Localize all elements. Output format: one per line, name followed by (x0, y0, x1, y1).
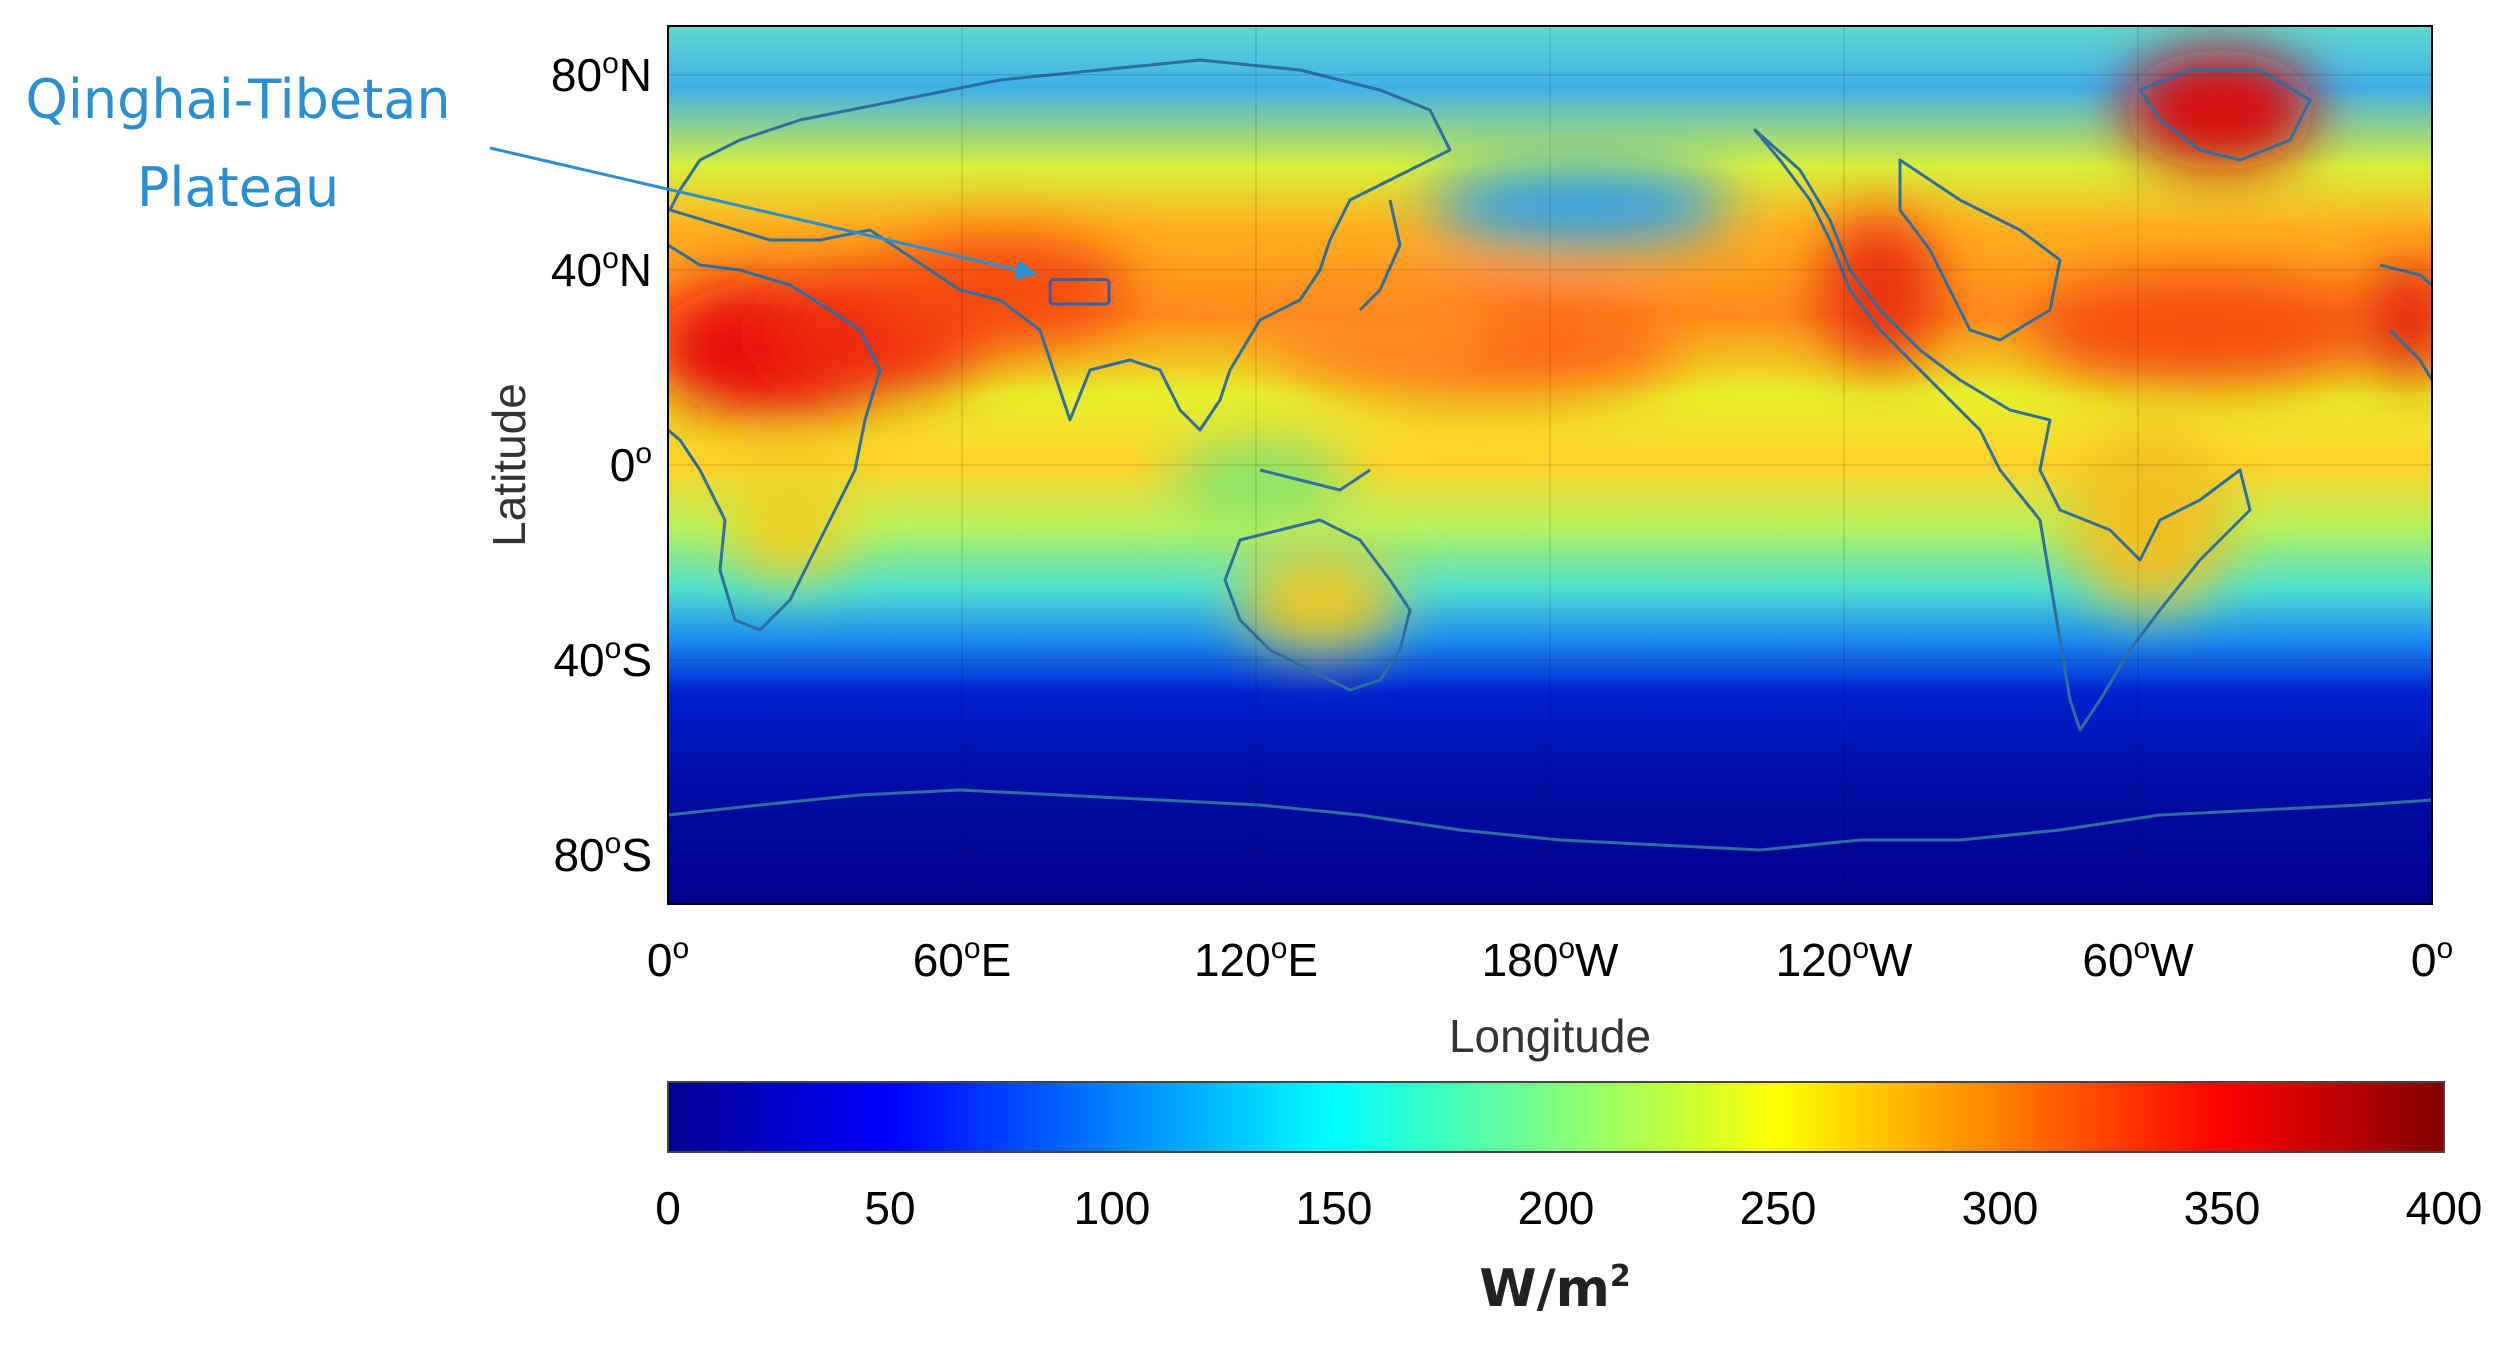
longitude-tick-label: 60oW (2082, 932, 2194, 986)
colorbar-unit: W/m2 (1479, 1259, 1630, 1319)
longitude-tick-label: 0o (647, 932, 689, 986)
latitude-tick-label: 0o (610, 437, 652, 491)
colorbar-tick-label: 0 (655, 1182, 681, 1234)
map-frame (667, 25, 2433, 905)
longitude-tick-label: 120oE (1194, 932, 1318, 986)
longitude-tick-label: 120oW (1776, 932, 1913, 986)
latitude-tick-label: 40oS (553, 632, 652, 686)
colorbar-tick-label: 200 (1518, 1182, 1595, 1234)
annotation-line2: Plateau (137, 156, 339, 219)
colorbar-tick-label: 350 (2184, 1182, 2261, 1234)
longitude-tick-label: 180oW (1482, 932, 1619, 986)
latitude-tick-label: 80oN (551, 47, 652, 101)
colorbar-tick-label: 250 (1740, 1182, 1817, 1234)
colorbar-ticks: 0 50 100 150 200 250 300 350 400 (655, 1182, 2482, 1234)
gridlines (668, 26, 2432, 904)
annotation-arrow (489, 146, 1038, 280)
y-axis-label: Latitude (483, 383, 535, 547)
colorbar-tick-label: 150 (1296, 1182, 1373, 1234)
colorbar-tick-label: 300 (1962, 1182, 2039, 1234)
x-axis-label: Longitude (1449, 1010, 1651, 1062)
heatmap-field (668, 26, 2432, 904)
coastlines (668, 58, 2432, 852)
latitude-tick-label: 40oN (551, 242, 652, 296)
longitude-tick-label: 60oE (913, 932, 1012, 986)
colorbar-tick-label: 50 (864, 1182, 915, 1234)
annotation-line1: Qinghai-Tibetan (25, 68, 450, 131)
colorbar-tick-label: 400 (2406, 1182, 2483, 1234)
longitude-ticks: 0o 60oE 120oE 180oW 120oW 60oW 0o (647, 932, 2453, 986)
longitude-tick-label: 0o (2411, 932, 2453, 986)
colorbar-tick-label: 100 (1074, 1182, 1151, 1234)
colorbar (667, 1081, 2445, 1153)
latitude-tick-label: 80oS (553, 827, 652, 881)
latitude-ticks: 80oN 40oN 0o 40oS 80oS (551, 47, 652, 881)
plateau-highlight-box (1048, 278, 1111, 306)
